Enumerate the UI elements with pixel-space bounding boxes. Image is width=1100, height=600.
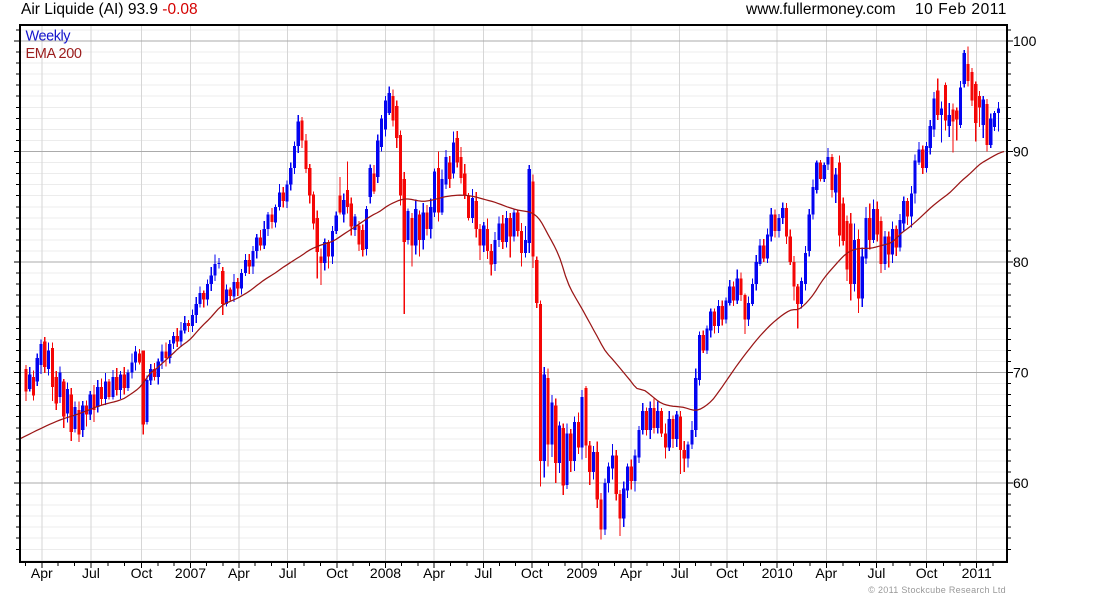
svg-text:EMA 200: EMA 200 bbox=[26, 46, 82, 62]
svg-text:Jul: Jul bbox=[867, 565, 885, 581]
svg-text:80: 80 bbox=[1013, 254, 1029, 270]
svg-text:90: 90 bbox=[1013, 144, 1029, 160]
svg-text:www.fullermoney.com: www.fullermoney.com bbox=[745, 1, 896, 18]
svg-text:2007: 2007 bbox=[175, 565, 206, 581]
svg-text:Apr: Apr bbox=[31, 565, 53, 581]
svg-text:Oct: Oct bbox=[916, 565, 938, 581]
svg-text:Oct: Oct bbox=[521, 565, 543, 581]
svg-text:60: 60 bbox=[1013, 475, 1029, 491]
svg-text:Air Liquide (AI) 93.9 -0.08: Air Liquide (AI) 93.9 -0.08 bbox=[21, 1, 198, 18]
svg-text:2010: 2010 bbox=[762, 565, 793, 581]
svg-text:2009: 2009 bbox=[566, 565, 597, 581]
svg-text:Apr: Apr bbox=[620, 565, 642, 581]
svg-text:Oct: Oct bbox=[716, 565, 738, 581]
svg-text:Oct: Oct bbox=[131, 565, 153, 581]
svg-text:Weekly: Weekly bbox=[26, 29, 72, 45]
svg-text:100: 100 bbox=[1013, 33, 1037, 49]
svg-text:Apr: Apr bbox=[228, 565, 250, 581]
svg-text:2008: 2008 bbox=[370, 565, 401, 581]
svg-text:Apr: Apr bbox=[815, 565, 837, 581]
svg-text:2011: 2011 bbox=[962, 565, 992, 581]
svg-text:Jul: Jul bbox=[279, 565, 297, 581]
svg-text:Jul: Jul bbox=[82, 565, 100, 581]
svg-text:Oct: Oct bbox=[326, 565, 348, 581]
svg-text:Apr: Apr bbox=[423, 565, 445, 581]
svg-text:10 Feb 2011: 10 Feb 2011 bbox=[915, 1, 1007, 18]
svg-text:© 2011 Stockcube Research Ltd: © 2011 Stockcube Research Ltd bbox=[868, 585, 1006, 595]
svg-text:70: 70 bbox=[1013, 365, 1029, 381]
svg-text:Jul: Jul bbox=[474, 565, 492, 581]
svg-text:Jul: Jul bbox=[671, 565, 689, 581]
